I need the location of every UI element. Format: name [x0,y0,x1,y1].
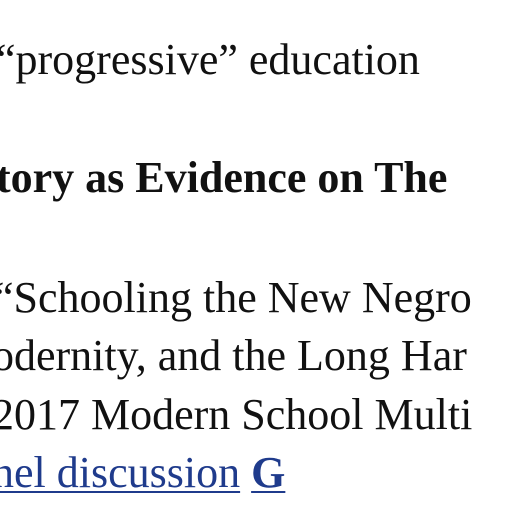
body-text-line: “Schooling the New Negro [0,273,472,322]
body-text-line: odernity, and the Long Har [0,331,467,380]
panel-discussion-link[interactable]: nel discussion [0,448,241,497]
link-letter[interactable]: G [251,448,286,497]
body-text-line: 2017 Modern School Multi [0,390,473,439]
body-text-line: “progressive” education [0,35,420,84]
section-heading: tory as Evidence on The [0,153,448,202]
link-line: nel discussion G [0,451,285,495]
